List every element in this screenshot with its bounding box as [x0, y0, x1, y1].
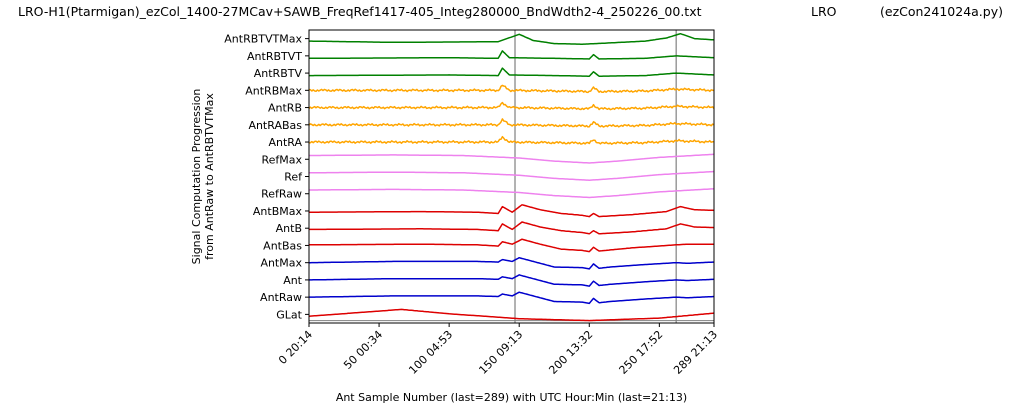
- plot-frame: [308, 29, 715, 324]
- y-tick-label-antra: AntRA: [268, 136, 302, 149]
- series-line-antrbtvt: [309, 50, 715, 60]
- y-tick-label-antrbtv: AntRBTV: [254, 67, 303, 80]
- series-line-glat: [308, 308, 715, 322]
- y-tick-label-antrbtvt: AntRBTVT: [247, 50, 302, 63]
- series-line-antbas: [309, 238, 714, 253]
- series-line-refmax: [309, 153, 715, 164]
- x-tick-label: 50 00:34: [341, 328, 385, 372]
- series-line-antrabas: [308, 118, 715, 128]
- series-line-ref: [309, 170, 715, 181]
- station-label: LRO: [811, 4, 837, 19]
- series-line-antrbmax: [308, 84, 715, 94]
- series-line-refraw: [309, 188, 715, 199]
- y-tick-label-ant: Ant: [283, 274, 302, 287]
- series-line-ant: [309, 274, 715, 287]
- y-tick-label-antbas: AntBas: [263, 239, 302, 252]
- x-tick-label: 0 20:14: [276, 328, 315, 367]
- x-axis-label: Ant Sample Number (last=289) with UTC Ho…: [336, 391, 687, 404]
- x-tick-label: 150 09:13: [476, 328, 525, 377]
- y-axis-label-line1: Signal Computation Progression: [190, 89, 203, 265]
- y-tick-label-antrbtvtmax: AntRBTVTMax: [224, 33, 302, 46]
- series-line-antrbtvtmax: [309, 32, 715, 45]
- y-tick-label-refraw: RefRaw: [261, 188, 302, 201]
- series-line-antrb: [308, 101, 715, 111]
- y-tick-label-antrb: AntRB: [268, 102, 302, 115]
- y-tick-label-antrabas: AntRABas: [248, 119, 302, 132]
- y-tick-label-antrbmax: AntRBMax: [245, 84, 302, 97]
- x-tick-label: 100 04:53: [406, 328, 455, 377]
- x-tick-label: 250 17:52: [617, 328, 666, 377]
- y-tick-label-ref: Ref: [284, 171, 303, 184]
- script-label: (ezCon241024a.py): [880, 4, 1003, 19]
- series-line-antmax: [309, 256, 714, 270]
- series-line-antraw: [309, 291, 715, 305]
- x-tick-label: 200 13:32: [546, 328, 595, 377]
- series-line-antbmax: [309, 204, 715, 218]
- y-tick-label-antbmax: AntBMax: [253, 205, 303, 218]
- series-line-antra: [308, 135, 715, 145]
- series-line-antrbtv: [309, 67, 714, 77]
- y-tick-label-antmax: AntMax: [260, 257, 302, 270]
- y-tick-label-glat: GLat: [276, 308, 302, 321]
- y-tick-label-refmax: RefMax: [261, 153, 302, 166]
- file-title: LRO-H1(Ptarmigan)_ezCol_1400-27MCav+SAWB…: [18, 4, 702, 19]
- y-axis-label-line2: from AntRaw to AntRBTVTMax: [203, 93, 216, 260]
- x-tick-label: 289 21:13: [671, 328, 720, 377]
- y-tick-label-antb: AntB: [276, 222, 302, 235]
- series-line-antb: [309, 221, 715, 235]
- y-tick-label-antraw: AntRaw: [260, 291, 302, 304]
